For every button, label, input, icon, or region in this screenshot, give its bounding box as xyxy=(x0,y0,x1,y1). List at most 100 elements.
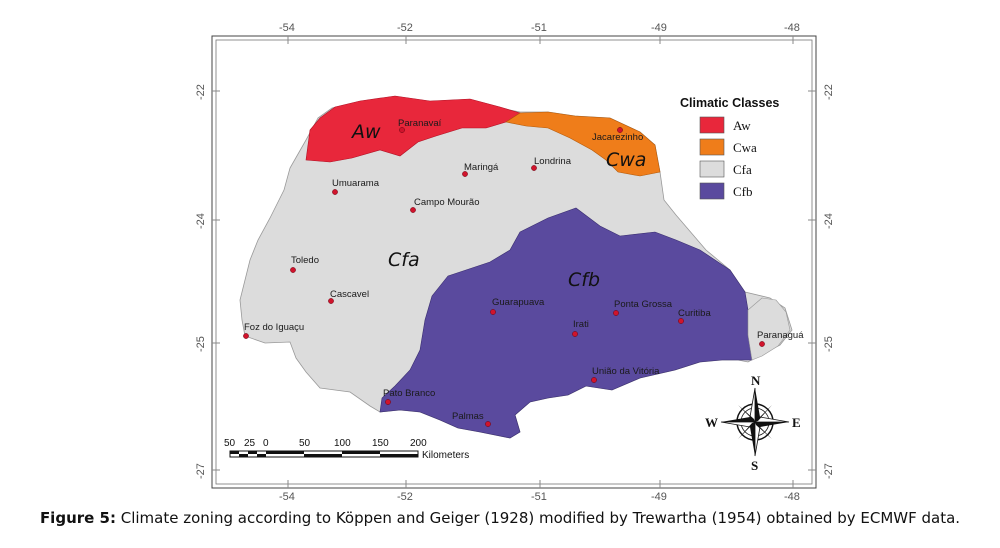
city-dot-uniao-da-vitoria xyxy=(591,377,597,383)
legend-label-cfa: Cfa xyxy=(733,162,752,177)
city-dot-maringa xyxy=(462,171,468,177)
lon-tick: -51 xyxy=(531,491,547,503)
scale-tick: 100 xyxy=(334,438,351,449)
scale-bar-seg xyxy=(304,454,342,457)
lon-tick: -48 xyxy=(784,491,800,503)
scale-tick: 200 xyxy=(410,438,427,449)
city-label-maringa: Maringá xyxy=(464,162,499,173)
city-label-toledo: Toledo xyxy=(291,255,319,266)
longitude-labels-top: -54 -52 -51 -49 -48 xyxy=(279,22,800,34)
city-label-uniao-da-vitoria: União da Vitória xyxy=(592,366,660,377)
city-dot-jacarezinho xyxy=(617,127,623,133)
city-label-paranagua: Paranaguá xyxy=(757,330,804,341)
figure-caption: Figure 5: Climate zoning according to Kö… xyxy=(0,509,1000,527)
coastal-cfa-strip xyxy=(747,297,791,361)
scale-tick: 50 xyxy=(224,438,236,449)
legend-swatch-aw xyxy=(699,116,725,134)
scale-bar-seg xyxy=(266,451,304,454)
lon-tick: -54 xyxy=(279,22,295,34)
compass-n: N xyxy=(751,373,761,388)
city-label-foz-do-iguacu: Foz do Iguaçu xyxy=(244,322,304,333)
lon-tick: -49 xyxy=(651,491,667,503)
scale-bar-seg xyxy=(342,451,380,454)
caption-label: Figure 5: xyxy=(39,509,116,527)
lat-tick: -22 xyxy=(823,84,835,100)
scale-bar: 50 25 0 50 100 150 200 Kilometers xyxy=(224,438,469,461)
city-label-guarapuava: Guarapuava xyxy=(492,297,545,308)
longitude-labels-bottom: -54 -52 -51 -49 -48 xyxy=(279,491,800,503)
compass-rose-icon: N S E W xyxy=(705,373,801,473)
zone-cfb-region xyxy=(379,207,753,439)
scale-tick: 0 xyxy=(263,438,269,449)
city-label-cascavel: Cascavel xyxy=(330,289,369,300)
city-dot-londrina xyxy=(531,165,537,171)
legend-label-aw: Aw xyxy=(733,118,751,133)
city-dot-umuarama xyxy=(332,189,338,195)
lon-tick: -51 xyxy=(531,22,547,34)
scale-bar-seg xyxy=(248,451,257,454)
city-label-campo-mourao: Campo Mourão xyxy=(414,197,479,208)
legend-title: Climatic Classes xyxy=(680,96,779,110)
lon-tick: -52 xyxy=(397,22,413,34)
city-dot-curitiba xyxy=(678,318,684,324)
city-label-jacarezinho: Jacarezinho xyxy=(592,132,643,143)
legend-swatch-cfa xyxy=(699,160,725,178)
lat-tick: -25 xyxy=(823,336,835,352)
zone-label-cfa: Cfa xyxy=(388,249,420,271)
city-label-paranavai: Paranavaí xyxy=(398,118,442,129)
city-dot-foz-do-iguacu xyxy=(243,333,249,339)
legend-swatch-cwa xyxy=(699,138,725,156)
lat-tick: -24 xyxy=(823,213,835,229)
scale-tick: 50 xyxy=(299,438,311,449)
lat-tick: -22 xyxy=(195,84,207,100)
scale-bar-seg xyxy=(239,454,248,457)
zone-label-aw: Aw xyxy=(350,121,381,143)
lat-tick: -27 xyxy=(195,463,207,479)
latitude-labels-left: -22 -24 -25 -27 xyxy=(195,84,207,479)
city-dot-cascavel xyxy=(328,298,334,304)
city-dot-ponta-grossa xyxy=(613,310,619,316)
scale-bar-seg xyxy=(380,454,418,457)
city-dot-irati xyxy=(572,331,578,337)
legend-label-cfb: Cfb xyxy=(733,184,753,199)
city-markers: Paranavaí Jacarezinho Maringá Londrina U… xyxy=(243,118,804,427)
lat-tick: -25 xyxy=(195,336,207,352)
scale-tick: 150 xyxy=(372,438,389,449)
lat-tick: -24 xyxy=(195,213,207,229)
lon-tick: -52 xyxy=(397,491,413,503)
city-label-londrina: Londrina xyxy=(534,156,572,167)
city-dot-palmas xyxy=(485,421,491,427)
scale-bar-seg xyxy=(230,451,239,454)
compass-w: W xyxy=(705,415,718,430)
compass-e: E xyxy=(792,415,801,430)
city-dot-campo-mourao xyxy=(410,207,416,213)
lon-tick: -49 xyxy=(651,22,667,34)
lon-tick: -54 xyxy=(279,491,295,503)
scale-bar-seg xyxy=(257,454,266,457)
scale-unit: Kilometers xyxy=(422,450,469,461)
city-label-pato-branco: Pato Branco xyxy=(383,388,435,399)
zone-label-cfb: Cfb xyxy=(568,269,600,291)
legend-swatch-cfb xyxy=(699,182,725,200)
scale-tick: 25 xyxy=(244,438,256,449)
latitude-labels-right: -22 -24 -25 -27 xyxy=(823,84,835,479)
legend-label-cwa: Cwa xyxy=(733,140,757,155)
city-dot-paranavai xyxy=(399,127,405,133)
city-label-palmas: Palmas xyxy=(452,411,484,422)
city-dot-pato-branco xyxy=(385,399,391,405)
zone-label-cwa: Cwa xyxy=(606,149,646,171)
city-dot-paranagua xyxy=(759,341,765,347)
legend: Climatic Classes Aw Cwa Cfa Cfb xyxy=(680,96,779,200)
graticule xyxy=(212,36,816,488)
city-label-curitiba: Curitiba xyxy=(678,308,711,319)
compass-s: S xyxy=(751,458,758,473)
lat-tick: -27 xyxy=(823,463,835,479)
city-label-umuarama: Umuarama xyxy=(332,178,380,189)
city-dot-guarapuava xyxy=(490,309,496,315)
city-dot-toledo xyxy=(290,267,296,273)
lon-tick: -48 xyxy=(784,22,800,34)
city-label-ponta-grossa: Ponta Grossa xyxy=(614,299,673,310)
caption-text: Climate zoning according to Köppen and G… xyxy=(115,509,961,527)
city-label-irati: Irati xyxy=(573,319,589,330)
